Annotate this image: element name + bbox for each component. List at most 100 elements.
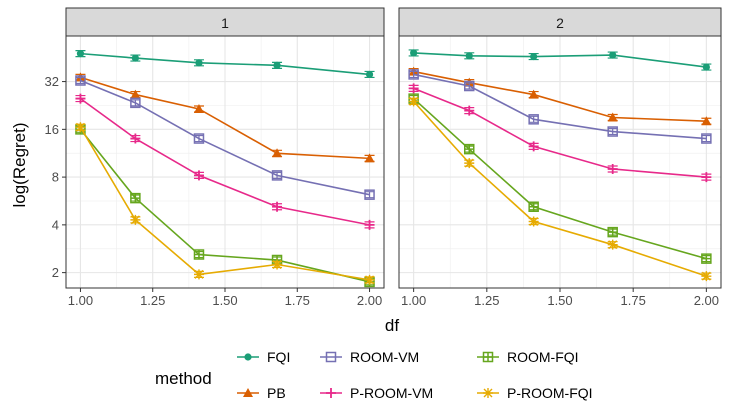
- legend-key-marker: [483, 388, 493, 398]
- legend-key-marker: [243, 388, 253, 397]
- data-point: [130, 133, 141, 144]
- data-point: [130, 97, 141, 109]
- data-point: [75, 72, 86, 82]
- y-tick-label: 16: [45, 122, 59, 137]
- series-room-fqi: [408, 93, 712, 264]
- data-point: [701, 172, 712, 183]
- data-point: [75, 93, 86, 104]
- legend-label: PB: [267, 385, 286, 401]
- error-bar: [193, 134, 204, 143]
- error-bar: [75, 76, 86, 85]
- data-point: [528, 201, 539, 213]
- data-point: [408, 83, 419, 94]
- data-point: [130, 214, 141, 225]
- x-tick-label: 1.75: [285, 293, 310, 308]
- x-tick-label: 1.75: [621, 293, 646, 308]
- panel-border: [398, 35, 722, 289]
- data-point: [607, 239, 618, 250]
- data-point: [76, 50, 85, 58]
- data-point: [465, 52, 473, 60]
- y-tick-label: 4: [52, 217, 59, 232]
- error-bar: [528, 115, 539, 123]
- data-point: [702, 63, 710, 71]
- series-room-vm: [408, 69, 712, 144]
- legend-key-marker: [244, 353, 252, 361]
- data-point: [464, 80, 475, 92]
- panel-2: 2 1.00 1.25 1.50 1.75 2.00: [398, 7, 722, 308]
- error-bar: [701, 134, 712, 143]
- data-point: [273, 61, 281, 69]
- data-point: [464, 105, 475, 116]
- series-fqi: [408, 49, 712, 71]
- legend-item-fqi: FQI: [237, 349, 290, 365]
- data-point: [75, 75, 86, 86]
- data-point: [528, 89, 539, 99]
- error-bar: [408, 70, 419, 79]
- error-bar: [364, 191, 375, 199]
- error-bar: [607, 127, 618, 136]
- x-axis-title: df: [385, 316, 399, 335]
- legend: method FQI PB ROOM-VM P-ROOM-VM ROOM-FQI P-RO…: [155, 349, 593, 401]
- x-tick-label: 1.50: [547, 293, 572, 308]
- panel-strip: [398, 7, 722, 37]
- series-p-room-fqi: [75, 122, 375, 285]
- data-point: [131, 54, 139, 62]
- legend-key-marker: [325, 351, 337, 363]
- data-point: [701, 271, 712, 282]
- data-point: [607, 112, 618, 122]
- legend-key-marker: [326, 388, 336, 398]
- data-point: [193, 269, 204, 280]
- x-tick-label: 1.25: [140, 293, 165, 308]
- data-point: [609, 51, 617, 59]
- data-point: [193, 249, 205, 260]
- data-point: [272, 201, 283, 212]
- series-room-fqi: [75, 124, 375, 288]
- data-point: [528, 114, 539, 125]
- data-point: [464, 143, 475, 155]
- legend-label: FQI: [267, 349, 290, 365]
- series-pb: [75, 72, 375, 163]
- x-tick-label: 2.00: [357, 293, 382, 308]
- x-tick-label: 2.00: [694, 293, 719, 308]
- data-point: [701, 133, 712, 144]
- legend-item-room-fqi: ROOM-FQI: [477, 349, 579, 365]
- error-bar: [464, 82, 475, 90]
- data-point: [364, 189, 375, 200]
- data-point: [272, 148, 283, 158]
- series-room-vm: [75, 75, 375, 200]
- data-point: [195, 59, 203, 67]
- data-point: [365, 70, 374, 79]
- series-p-room-fqi: [408, 96, 712, 282]
- data-point: [193, 170, 204, 181]
- legend-key-marker: [482, 351, 494, 363]
- panels-layer: 1 1.00 1.25 1.50 1.75 2.00 2 4 8 16 32 2 1.00 1.25 1.5…: [45, 7, 722, 308]
- panel-strip: [65, 7, 385, 37]
- data-point: [701, 253, 712, 264]
- data-point: [607, 126, 618, 137]
- series-fqi: [75, 50, 375, 79]
- legend-item-pb: PB: [237, 385, 286, 401]
- data-point: [364, 153, 375, 163]
- data-point: [607, 226, 618, 238]
- data-point: [193, 133, 205, 144]
- y-axis-title: log(Regret): [10, 122, 29, 207]
- data-point: [364, 219, 375, 230]
- legend-item-p-room-vm: P-ROOM-VM: [320, 385, 433, 401]
- data-point: [701, 116, 712, 126]
- data-point: [528, 216, 539, 227]
- legend-label: P-ROOM-FQI: [507, 385, 593, 401]
- legend-title: method: [155, 369, 212, 388]
- error-bar: [272, 171, 283, 179]
- data-point: [464, 158, 475, 169]
- series-p-room-vm: [75, 93, 375, 230]
- x-tick-label: 1.50: [212, 293, 237, 308]
- data-point: [528, 141, 539, 152]
- panel-1: 1 1.00 1.25 1.50 1.75 2.00 2 4 8 16 32: [45, 7, 385, 308]
- data-point: [272, 259, 283, 270]
- legend-label: ROOM-VM: [350, 349, 419, 365]
- data-point: [408, 96, 419, 107]
- data-point: [193, 103, 204, 113]
- y-tick-label: 2: [52, 265, 59, 280]
- legend-label: P-ROOM-VM: [350, 385, 433, 401]
